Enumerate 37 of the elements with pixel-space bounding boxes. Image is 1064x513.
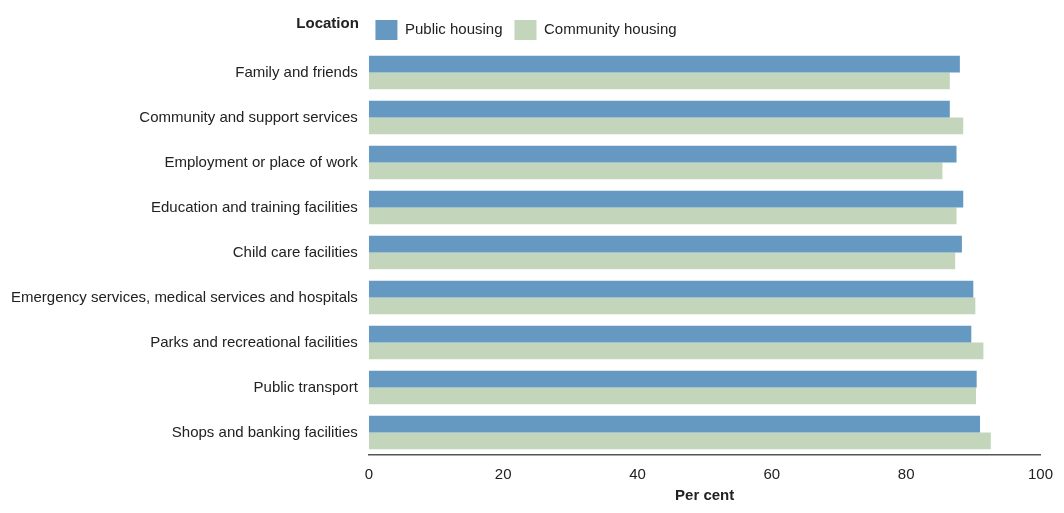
x-tick-label: 20 (494, 465, 512, 483)
x-tick-label: 100 (1027, 465, 1053, 483)
bar (368, 72, 950, 90)
bar (368, 145, 957, 163)
bar (368, 297, 976, 315)
y-tick-label: Community and support services (139, 107, 358, 125)
bar (368, 415, 981, 433)
bar (368, 235, 962, 253)
x-tick-label: 80 (897, 465, 915, 483)
bar (368, 207, 957, 225)
y-tick-label: Employment or place of work (164, 152, 359, 170)
x-tick-label: 60 (763, 465, 781, 483)
x-tick-label: 40 (629, 465, 646, 483)
x-axis-title: Per cent (675, 486, 735, 504)
bar (368, 387, 977, 405)
bar (368, 117, 964, 135)
y-axis-title: Location (296, 14, 359, 32)
bar (368, 55, 960, 73)
x-tick-label: 0 (364, 465, 373, 483)
y-tick-label: Shops and banking facilities (171, 422, 358, 440)
bar (368, 162, 943, 180)
y-tick-label: Parks and recreational facilities (150, 332, 358, 350)
y-tick-label: Child care facilities (232, 242, 358, 260)
y-tick-label: Public transport (253, 377, 359, 395)
legend-label: Community housing (544, 20, 677, 38)
bar (368, 280, 974, 298)
bar (368, 370, 977, 388)
bar (368, 100, 950, 118)
bar (368, 190, 964, 208)
y-tick-label: Family and friends (235, 62, 358, 80)
legend-label: Public housing (404, 20, 503, 38)
y-tick-label: Education and training facilities (151, 197, 358, 215)
bar (368, 325, 972, 343)
bar (368, 252, 956, 270)
bar (368, 342, 984, 360)
bar (368, 432, 991, 450)
y-tick-label: Emergency services, medical services and hospitals (11, 287, 358, 305)
